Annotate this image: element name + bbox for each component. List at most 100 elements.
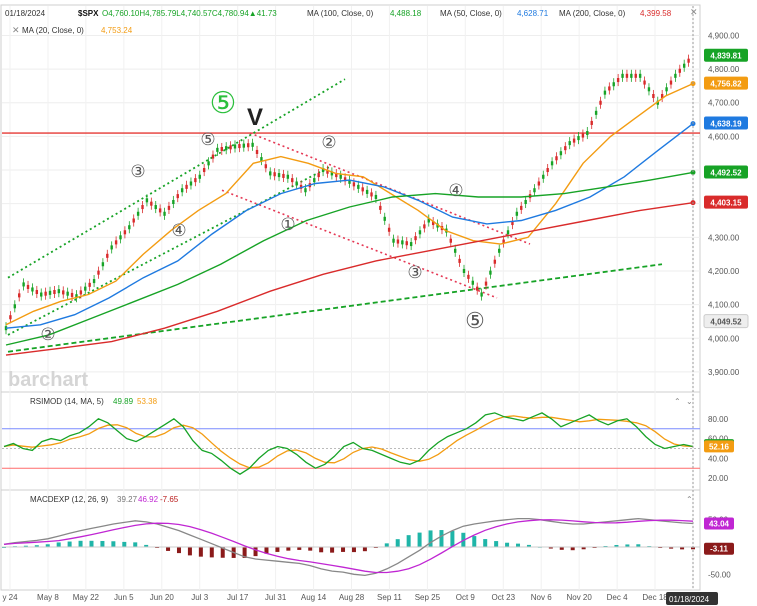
price-candle-body [70, 292, 74, 297]
price-candle-body [493, 259, 497, 264]
price-candle-body [559, 151, 563, 156]
price-candle-body [229, 145, 232, 150]
macd-histogram-bar [220, 547, 225, 558]
last-value-badge-bg [704, 165, 748, 179]
lower-channel-line [7, 165, 331, 336]
price-candle-body [586, 131, 589, 136]
price-candle-body [374, 194, 378, 199]
price-candle-body [44, 291, 47, 296]
header-ohlc: O4,760.10H4,785.79L4,740.57C4,780.94▲41.… [102, 9, 277, 18]
price-candle-body [462, 268, 466, 273]
last-value-badge: 4,839.81 [710, 52, 742, 61]
macd-histogram-bar [680, 547, 685, 550]
price-candle-body [291, 178, 294, 183]
price-candle-body [57, 289, 61, 294]
legend-ma20-label: MA (20, Close, 0) [22, 26, 84, 35]
macd-histogram-bar [67, 541, 72, 547]
wave-label: ③ [130, 162, 145, 181]
macd-histogram-bar [351, 547, 356, 553]
macd-histogram-bar [100, 540, 105, 547]
macd-histogram-bar [516, 543, 521, 547]
price-candle-body [198, 174, 201, 179]
x-tick-label: y 24 [2, 593, 18, 602]
last-value-badge-bg [704, 48, 748, 62]
price-candle-body [409, 242, 413, 247]
price-candle-body [383, 216, 386, 221]
price-candle-body [273, 172, 276, 177]
price-candle-body [299, 184, 303, 189]
price-candle-body [163, 211, 166, 216]
ma-line [5, 82, 694, 326]
close-icon[interactable]: ✕ [12, 25, 20, 35]
y-tick-label: 4,000.00 [708, 334, 740, 343]
price-candle-body [669, 80, 673, 85]
macd-histogram-bar [264, 547, 269, 554]
price-candle-body [678, 68, 681, 73]
price-candle-body [286, 174, 290, 179]
legend-ma200-value: 4,399.58 [640, 9, 672, 18]
current-date-badge-bg [666, 592, 718, 605]
price-candle-body [348, 179, 351, 184]
wave-label: ④ [171, 221, 186, 240]
current-date-badge: 01/18/2024 [669, 595, 710, 604]
price-candle-body [489, 270, 492, 275]
price-candle-body [136, 211, 140, 216]
down-channel-lower [221, 189, 498, 299]
macd-histogram-bar [176, 547, 181, 554]
chevron-up-icon[interactable]: ⌃ [686, 495, 693, 504]
macd-histogram-bar [669, 547, 674, 549]
upper-channel-line [7, 78, 346, 279]
price-candle-body [476, 286, 479, 291]
price-candle-body [533, 188, 536, 193]
price-candle-body [361, 187, 364, 192]
v-top-marker: V [247, 104, 263, 131]
price-candle-body [242, 143, 246, 148]
x-tick-label: Oct 9 [456, 593, 476, 602]
wave-label: ② [321, 133, 336, 152]
price-candle-body [202, 168, 206, 173]
price-candle-body [313, 178, 316, 183]
price-candle-body [220, 146, 223, 152]
price-candle-body [277, 173, 281, 178]
price-candle-body [638, 73, 642, 78]
price-candle-body [471, 280, 475, 285]
rsi-tick-label: 80.00 [708, 415, 729, 424]
last-value-badge-bg [704, 195, 748, 209]
price-candle-body [317, 173, 320, 178]
close-icon[interactable]: ✕ [690, 7, 698, 17]
price-candle-body [427, 218, 430, 223]
macd-histogram-bar [187, 547, 192, 556]
legend-ma50-label: MA (50, Close, 0) [440, 9, 502, 18]
price-candle-body [106, 253, 109, 258]
macd-histogram-bar [505, 542, 510, 547]
price-candle-body [401, 240, 404, 245]
price-candle-body [211, 154, 215, 159]
legend-ma100-label: MA (100, Close, 0) [307, 9, 374, 18]
chevron-up-icon[interactable]: ⌃ [674, 397, 681, 406]
price-candle-body [97, 270, 100, 275]
price-candle-body [621, 73, 624, 78]
price-candle-body [176, 194, 179, 199]
y-tick-label: 4,100.00 [708, 301, 740, 310]
header-symbol: $SPX [78, 9, 99, 18]
macd-panel-frame [0, 489, 701, 591]
rsi-signal-line [3, 415, 694, 469]
price-candle-body [224, 146, 228, 151]
price-candle-body [172, 199, 175, 205]
price-candle-body [555, 156, 558, 161]
macd-histogram-bar [417, 532, 422, 547]
price-candle-body [396, 239, 400, 244]
macd-histogram-bar [526, 544, 531, 547]
x-tick-label: Jun 5 [114, 593, 134, 602]
x-tick-label: Sep 25 [415, 593, 441, 602]
chevron-down-icon[interactable]: ⌄ [686, 397, 693, 406]
price-candle-body [392, 238, 395, 243]
x-tick-label: Jul 31 [265, 593, 287, 602]
x-tick-label: Sep 11 [377, 593, 402, 602]
price-candle-body [35, 289, 39, 295]
macd-histogram-bar [111, 541, 116, 547]
price-candle-body [634, 73, 637, 78]
price-candle-body [26, 284, 30, 289]
rsi-value2: 53.38 [137, 397, 158, 406]
price-candle-body [62, 290, 65, 295]
